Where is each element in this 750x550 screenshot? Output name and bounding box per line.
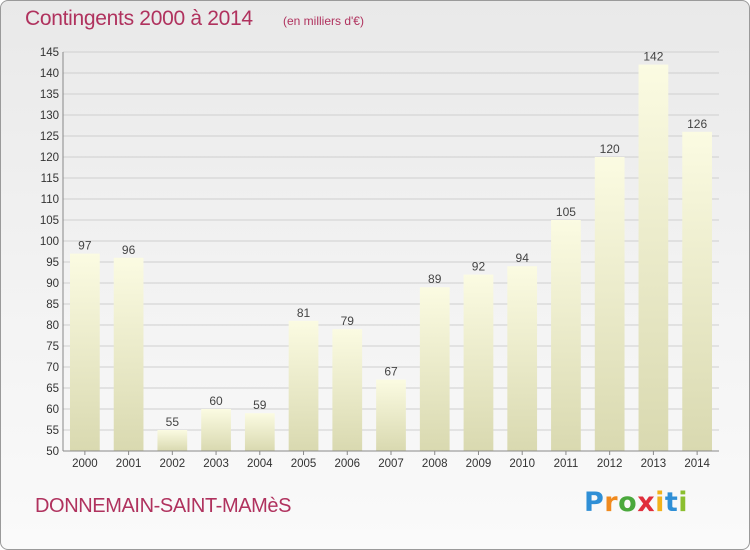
logo-letter: i <box>655 487 665 518</box>
logo-letter: t <box>664 487 679 518</box>
y-tick-label: 100 <box>40 236 59 248</box>
bar <box>463 274 494 451</box>
logo-letter: i <box>678 487 689 518</box>
y-tick-label: 120 <box>40 152 59 164</box>
data-label: 60 <box>209 394 223 408</box>
logo-letter: x <box>637 487 656 518</box>
x-tick-label: 2013 <box>641 458 667 470</box>
bar <box>594 157 625 451</box>
data-label: 120 <box>600 142 620 156</box>
bar <box>201 409 231 451</box>
data-label: 89 <box>428 272 442 286</box>
x-tick-label: 2014 <box>684 458 710 470</box>
data-label: 105 <box>556 205 576 219</box>
bar <box>288 320 319 451</box>
bar <box>332 329 363 451</box>
y-tick-label: 60 <box>46 404 59 416</box>
data-label: 81 <box>297 306 311 320</box>
y-tick-label: 80 <box>46 320 59 332</box>
y-tick-label: 85 <box>46 299 59 311</box>
bar <box>113 257 144 451</box>
y-tick-label: 75 <box>46 341 59 353</box>
y-tick-label: 50 <box>46 446 59 458</box>
x-axis: 2000 2001 2002 2003 2004 2005 2006 2007 2008 2009… <box>63 450 719 470</box>
data-label: 59 <box>253 398 267 412</box>
y-tick-label: 110 <box>41 194 59 206</box>
x-tick-label: 2009 <box>466 458 492 470</box>
y-tick-label: 65 <box>46 383 59 395</box>
data-label: 55 <box>166 415 180 429</box>
y-tick-label: 90 <box>46 278 59 290</box>
y-axis: 50 55 60 65 70 75 80 85 90 95 100 105 110 115 120 125 13… <box>40 47 64 458</box>
logo-letter: o <box>618 487 638 518</box>
commune-name: DONNEMAIN-SAINT-MAMèS <box>35 495 292 517</box>
x-tick-label: 2001 <box>116 458 142 470</box>
x-tick-label: 2008 <box>422 458 448 470</box>
y-tick-label: 55 <box>46 425 59 437</box>
data-label: 126 <box>687 117 707 131</box>
x-tick-label: 2011 <box>554 458 579 470</box>
bar <box>376 379 406 451</box>
x-tick-label: 2002 <box>160 458 186 470</box>
chart-title: Contingents 2000 à 2014 <box>25 7 253 30</box>
data-label: 97 <box>78 239 92 253</box>
y-tick-label: 135 <box>40 89 59 101</box>
y-tick-label: 70 <box>46 362 59 374</box>
y-tick-label: 125 <box>40 131 59 143</box>
data-label: 94 <box>516 251 530 265</box>
bar <box>244 413 275 451</box>
x-tick-label: 2007 <box>378 458 404 470</box>
bar <box>157 430 188 451</box>
bar <box>69 253 100 451</box>
x-tick-label: 2003 <box>203 458 229 470</box>
bar <box>507 266 538 451</box>
y-tick-label: 105 <box>40 215 59 227</box>
y-tick-label: 140 <box>40 68 59 80</box>
data-label: 67 <box>384 365 398 379</box>
x-tick-label: 2006 <box>334 458 360 470</box>
y-tick-label: 95 <box>46 257 59 269</box>
x-tick-label: 2005 <box>291 458 317 470</box>
data-label: 92 <box>472 260 486 274</box>
data-label: 96 <box>122 243 136 257</box>
proxiti-logo[interactable]: Proxiti <box>584 487 688 518</box>
y-tick-label: 115 <box>41 173 59 185</box>
x-tick-label: 2004 <box>247 458 273 470</box>
bar <box>682 131 713 452</box>
data-label: 79 <box>341 314 355 328</box>
bar <box>419 287 450 451</box>
chart-subtitle: (en milliers d'€) <box>283 14 364 28</box>
y-tick-label: 145 <box>40 47 59 59</box>
bars: 97 96 55 60 59 81 79 67 89 92 94 105 120 142 126 <box>69 50 713 452</box>
x-tick-label: 2010 <box>509 458 535 470</box>
logo-letter: P <box>584 487 605 518</box>
y-tick-label: 130 <box>40 110 59 122</box>
bar <box>638 64 669 451</box>
x-tick-label: 2012 <box>597 458 623 470</box>
x-tick-label: 2000 <box>72 458 98 470</box>
logo-letter: r <box>604 487 619 518</box>
bar <box>551 220 581 451</box>
data-label: 142 <box>643 50 663 64</box>
